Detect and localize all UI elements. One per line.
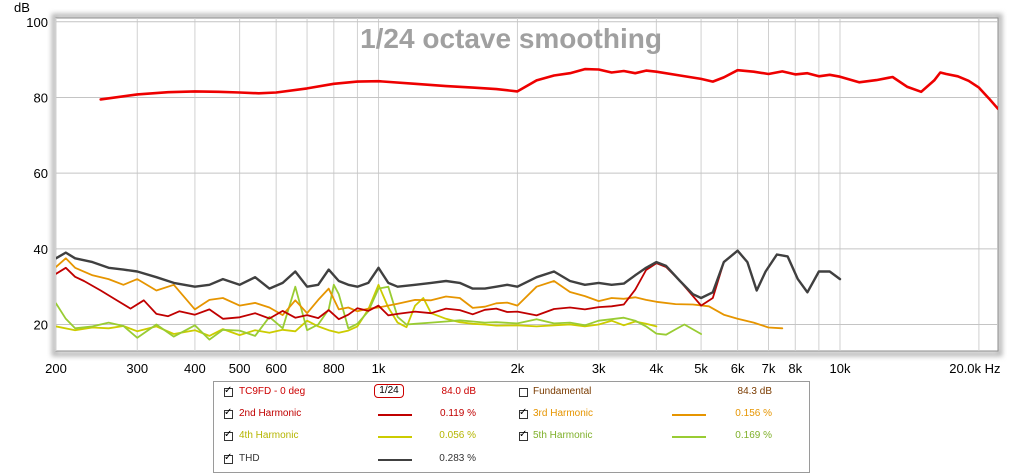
legend-swatch-5th-harmonic xyxy=(672,436,706,438)
checkbox-thd[interactable] xyxy=(224,452,233,464)
legend-value-fundamental: 84.3 dB xyxy=(737,386,772,397)
legend-label-fundamental: Fundamental xyxy=(533,386,592,397)
y-tick-label: 80 xyxy=(34,90,48,105)
x-tick-label: 600 xyxy=(265,361,287,376)
y-tick-label: 100 xyxy=(26,15,48,30)
legend-swatch-thd xyxy=(378,459,412,461)
frequency-response-chart: 1/24 octave smoothing 20 40 60 80 100 200 300… xyxy=(14,0,1003,376)
legend-label-3rd-harmonic: 3rd Harmonic xyxy=(533,408,594,419)
x-tick-label: 3k xyxy=(592,361,606,376)
legend-value-2nd-harmonic: 0.119 % xyxy=(440,408,476,419)
x-tick-label: 500 xyxy=(229,361,251,376)
series-line-4th-harmonic xyxy=(56,283,658,337)
x-tick-label: 800 xyxy=(323,361,345,376)
x-tick-label: 7k xyxy=(762,361,776,376)
legend-label-tc9fd: TC9FD - 0 deg xyxy=(239,386,306,397)
smoothing-indicator[interactable]: 1/24 xyxy=(374,384,404,398)
checkbox-3rd-harmonic[interactable] xyxy=(519,407,528,419)
y-tick-label: 20 xyxy=(34,318,48,333)
legend-swatch-2nd-harmonic xyxy=(378,414,412,416)
x-tick-label: 20.0k Hz xyxy=(949,361,1000,376)
checkbox-4th-harmonic[interactable] xyxy=(224,429,233,441)
y-tick-label: 60 xyxy=(34,166,48,181)
checkbox-5th-harmonic[interactable] xyxy=(519,429,528,441)
x-tick-label: 5k xyxy=(694,361,708,376)
legend-value-tc9fd: 84.0 dB xyxy=(441,386,476,397)
y-axis-label: dB xyxy=(14,0,30,15)
plot-frame-shadow xyxy=(51,13,1003,357)
legend-value-thd: 0.283 % xyxy=(439,453,476,464)
chart-title: 1/24 octave smoothing xyxy=(360,23,662,54)
legend-value-5th-harmonic: 0.169 % xyxy=(735,430,772,441)
series-lines xyxy=(56,67,998,341)
legend-value-3rd-harmonic: 0.156 % xyxy=(735,408,772,419)
legend-label-5th-harmonic: 5th Harmonic xyxy=(533,430,593,441)
grid-lines xyxy=(55,18,998,351)
series-line-tc9fd-0-deg xyxy=(99,67,998,111)
x-tick-label: 6k xyxy=(731,361,745,376)
x-tick-label: 4k xyxy=(649,361,663,376)
x-tick-label: 200 xyxy=(45,361,67,376)
legend-row: TC9FD - 0 deg 1/24 84.0 dB Fundamental 8… xyxy=(214,384,809,404)
legend-row: 4th Harmonic 0.056 % 5th Harmonic 0.169 … xyxy=(214,428,809,448)
legend-row: THD 0.283 % xyxy=(214,451,809,471)
legend-panel: TC9FD - 0 deg 1/24 84.0 dB Fundamental 8… xyxy=(213,381,810,473)
x-tick-label: 8k xyxy=(788,361,802,376)
legend-swatch-4th-harmonic xyxy=(378,436,412,438)
x-tick-label: 2k xyxy=(511,361,525,376)
series-line-5th-harmonic xyxy=(56,283,702,341)
y-axis-ticks: 20 40 60 80 100 xyxy=(26,15,48,333)
series-line-3rd-harmonic xyxy=(56,257,784,330)
legend-row: 2nd Harmonic 0.119 % 3rd Harmonic 0.156 … xyxy=(214,406,809,426)
y-tick-label: 40 xyxy=(34,242,48,257)
series-line-thd xyxy=(56,249,842,300)
checkbox-2nd-harmonic[interactable] xyxy=(224,407,233,419)
x-tick-label: 1k xyxy=(372,361,386,376)
legend-label-4th-harmonic: 4th Harmonic xyxy=(239,430,299,441)
legend-label-2nd-harmonic: 2nd Harmonic xyxy=(239,408,302,419)
legend-value-4th-harmonic: 0.056 % xyxy=(439,430,476,441)
checkbox-tc9fd[interactable] xyxy=(224,385,233,397)
legend-swatch-3rd-harmonic xyxy=(672,414,706,416)
x-tick-label: 300 xyxy=(126,361,148,376)
plot-area xyxy=(55,17,999,352)
x-axis-ticks: 200 300 400 500 600 800 1k 2k 3k 4k 5k 6k 7k 8k 10k 20.… xyxy=(45,361,1000,376)
x-tick-label: 400 xyxy=(184,361,206,376)
x-tick-label: 10k xyxy=(830,361,851,376)
legend-label-thd: THD xyxy=(239,453,260,464)
checkbox-fundamental[interactable] xyxy=(519,388,528,397)
